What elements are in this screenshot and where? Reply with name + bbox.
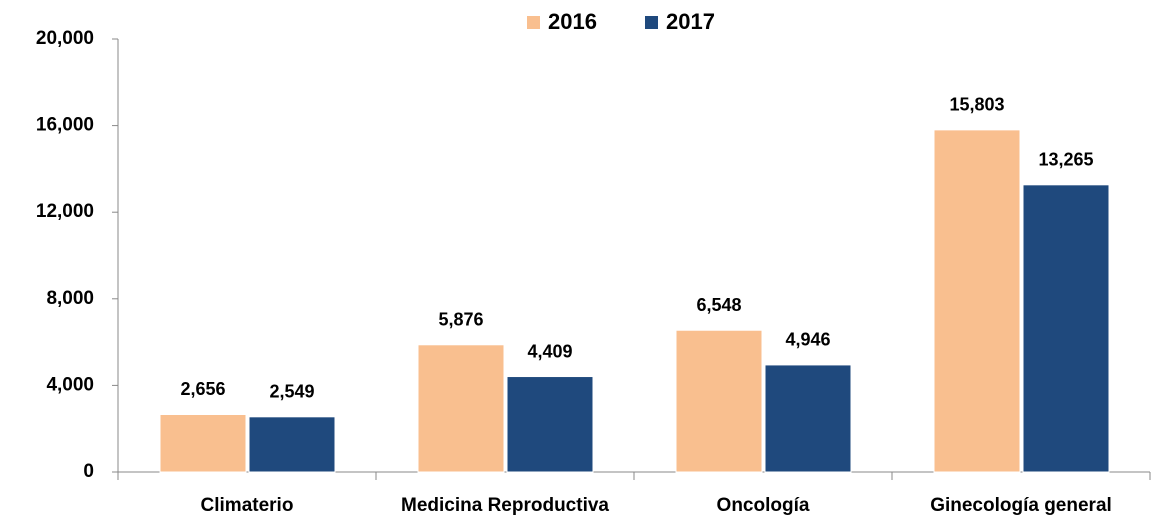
y-tick-label: 0	[83, 461, 94, 482]
legend-label: 2017	[666, 9, 715, 34]
x-tick-label: Climaterio	[201, 495, 294, 516]
value-label: 2,656	[180, 379, 225, 399]
bar	[506, 376, 594, 473]
bar	[933, 129, 1021, 473]
legend-swatch	[645, 16, 658, 29]
value-label: 5,876	[438, 310, 483, 330]
bar	[159, 413, 247, 473]
bar	[1022, 184, 1110, 473]
value-label: 6,548	[696, 295, 741, 315]
value-label: 4,409	[527, 341, 572, 361]
y-tick-label: 20,000	[36, 28, 94, 49]
x-tick-label: Ginecología general	[930, 495, 1112, 516]
value-label: 2,549	[269, 382, 314, 402]
y-tick-label: 4,000	[46, 374, 94, 395]
legend-swatch	[527, 16, 540, 29]
value-label: 15,803	[949, 95, 1004, 115]
x-tick-label: Oncología	[717, 495, 810, 516]
x-tick-label: Medicina Reproductiva	[401, 495, 609, 516]
y-tick-label: 8,000	[46, 288, 94, 309]
bar	[417, 344, 505, 473]
y-tick-label: 16,000	[36, 115, 94, 136]
y-tick-label: 12,000	[36, 201, 94, 222]
bar	[675, 329, 763, 473]
value-label: 13,265	[1038, 150, 1093, 170]
value-label: 4,946	[785, 330, 830, 350]
legend-label: 2016	[548, 9, 597, 34]
bar	[764, 364, 852, 473]
bar	[248, 416, 336, 473]
